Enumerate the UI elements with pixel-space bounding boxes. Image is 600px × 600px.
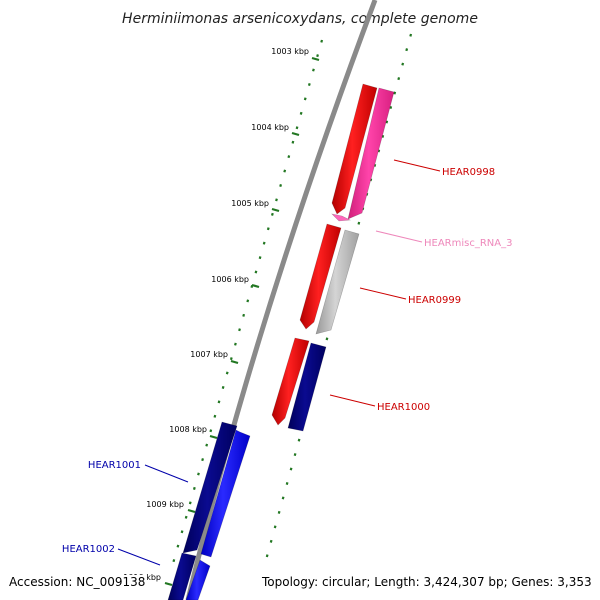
HEAR1000-arrow — [287, 342, 327, 432]
HEAR1000-label[interactable]: HEAR1000 — [377, 402, 430, 413]
kbp-tick-label: 1009 kbp — [146, 500, 184, 509]
HEAR0998-arrow — [331, 83, 378, 215]
HEAR0998-label[interactable]: HEAR0998 — [442, 167, 495, 178]
HEAR1001-label[interactable]: HEAR1001 — [88, 460, 141, 471]
HEAR1002-leader-line — [117, 548, 161, 566]
inner-dotted-ring — [172, 39, 324, 563]
map-title: Herminiimonas arsenicoxydans, complete g… — [122, 11, 478, 27]
kbp-tick-mark — [187, 508, 196, 514]
HEAR1002-label[interactable]: HEAR1002 — [62, 544, 115, 555]
HEARmisc_RNA_3-label[interactable]: HEARmisc_RNA_3 — [424, 238, 513, 249]
gene-labels: HEAR0998 HEARmisc_RNA_3 HEAR0999 HEAR1000 HE… — [62, 167, 513, 555]
label-leaders — [117, 159, 441, 566]
kbp-tick-mark — [164, 581, 173, 587]
kbp-tick-label: 1006 kbp — [211, 275, 249, 284]
kbp-tick-mark — [230, 359, 239, 365]
kbp-tick-mark — [291, 131, 300, 137]
HEARmisc_RNA_3-leader-line — [375, 230, 423, 243]
HEARmisc_RNA_3-arrow — [331, 213, 352, 222]
HEAR0999-partner-arrow — [315, 229, 360, 335]
kbp-tick-label: 1008 kbp — [169, 425, 207, 434]
kbp-tick-label: 1003 kbp — [271, 47, 309, 56]
HEAR1000-leader-line — [329, 394, 376, 407]
HEAR0998-leader-line — [393, 159, 441, 172]
HEAR0999-leader-line — [359, 287, 407, 300]
kbp-tick-mark — [251, 283, 260, 289]
HEAR1001-arrow — [182, 421, 238, 554]
kbp-tick-label: 1007 kbp — [190, 350, 228, 359]
HEAR1001-partner-arrow — [200, 429, 251, 558]
genome-summary-text: Topology: circular; Length: 3,424,307 bp… — [262, 575, 592, 589]
HEAR0998-partner-arrow — [347, 87, 395, 220]
HEAR0999-arrow — [299, 223, 342, 330]
kbp-tick-mark — [311, 56, 320, 62]
genome-backbone — [185, 0, 378, 600]
HEAR1002-partner-arrow — [185, 559, 211, 600]
HEAR1001-leader-line — [144, 464, 189, 483]
HEAR1002-arrow — [167, 552, 197, 600]
kbp-tick-label: 1004 kbp — [251, 123, 289, 132]
HEAR0999-label[interactable]: HEAR0999 — [408, 295, 461, 306]
kbp-tick-label: 1005 kbp — [231, 199, 269, 208]
HEAR1000-partner-arrow — [271, 337, 310, 426]
kbp-tick-mark — [271, 207, 280, 213]
feature-track — [167, 83, 395, 600]
kbp-tick-mark — [209, 434, 218, 440]
accession-text: Accession: NC_009138 — [9, 575, 148, 589]
